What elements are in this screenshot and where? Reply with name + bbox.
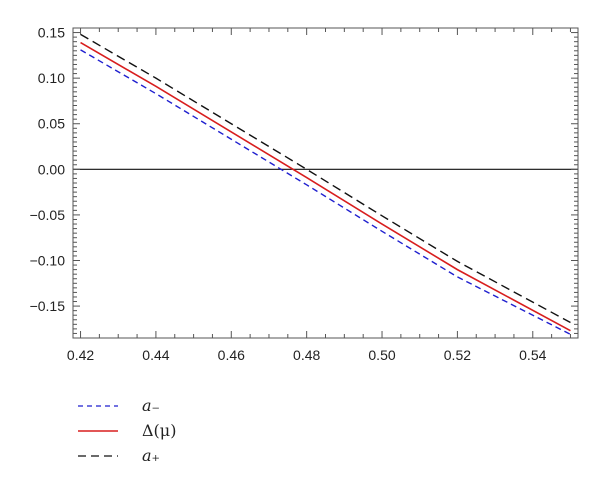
line-chart: 0.42 0.44 0.46 0.48 0.50 0.52 0.54 0.15 0.10 0.05…: [30, 25, 579, 363]
x-tick-label: 0.48: [293, 347, 320, 363]
y-tick-label: 0.10: [38, 70, 65, 86]
legend-label-a-minus: a₋: [142, 396, 160, 415]
legend-label-delta-mu: Δ(μ): [142, 421, 177, 440]
y-tick-label: −0.05: [30, 207, 66, 223]
legend-swatch-a-minus: [78, 404, 118, 407]
legend-swatch-delta-mu: [78, 429, 118, 432]
y-tick-label: 0.15: [38, 25, 65, 41]
series-lines: [73, 33, 578, 335]
legend-swatch-a-plus: [78, 454, 118, 457]
y-tick-label: −0.10: [30, 253, 66, 269]
legend-item-a-minus: a₋: [78, 393, 176, 418]
x-tick-label: 0.46: [218, 347, 245, 363]
series-line-0: [80, 49, 571, 335]
legend: a₋ Δ(μ) a₊: [78, 393, 176, 468]
y-tick-label: 0.05: [38, 116, 65, 132]
axis-tick-labels: 0.42 0.44 0.46 0.48 0.50 0.52 0.54 0.15 0.10 0.05…: [30, 25, 547, 363]
axis-ticks: [73, 27, 578, 339]
x-tick-label: 0.54: [519, 347, 546, 363]
legend-item-delta-mu: Δ(μ): [78, 418, 176, 443]
series-line-2: [80, 33, 571, 324]
x-tick-label: 0.50: [368, 347, 395, 363]
x-tick-label: 0.52: [444, 347, 471, 363]
y-tick-label: −0.15: [30, 298, 66, 314]
y-tick-label: 0.00: [38, 161, 65, 177]
legend-item-a-plus: a₊: [78, 443, 176, 468]
legend-label-a-plus: a₊: [142, 446, 160, 465]
x-tick-label: 0.42: [67, 347, 94, 363]
series-line-1: [80, 41, 571, 332]
x-tick-label: 0.44: [142, 347, 169, 363]
plot-frame: [72, 27, 579, 339]
